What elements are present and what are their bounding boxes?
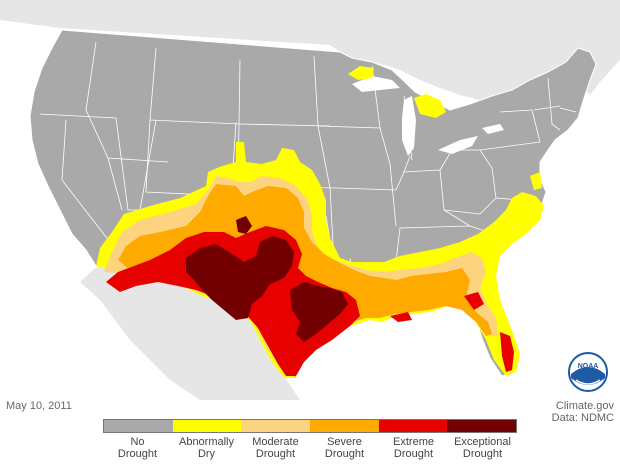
legend-label-line: Drought <box>255 448 296 460</box>
legend-swatch-no-drought <box>104 420 173 432</box>
legend-label-line: Severe <box>327 436 362 448</box>
drought-d4-exceptional <box>186 216 348 342</box>
drought-map: NOAA <box>0 0 620 400</box>
map-date: May 10, 2011 <box>6 400 72 412</box>
source-credit: Climate.gov <box>555 400 614 412</box>
legend-label-line: Dry <box>197 448 216 460</box>
noaa-logo: NOAA <box>568 352 608 392</box>
noaa-logo-text: NOAA <box>578 363 599 370</box>
legend-swatch-moderate-drought <box>241 420 311 432</box>
legend-label-exceptional-drought: Exceptional Drought <box>448 436 517 460</box>
canada-landmass <box>0 0 620 100</box>
legend-label-severe-drought: Severe Drought <box>310 436 379 460</box>
legend-label-extreme-drought: Extreme Drought <box>379 436 448 460</box>
legend-swatch-abnormally-dry <box>172 420 242 432</box>
legend-labels: No Drought Abnormally Dry Moderate Droug… <box>103 436 517 460</box>
legend-label-line: Exceptional <box>454 436 511 448</box>
legend-color-bar <box>103 419 517 433</box>
data-credit: Data: NDMC <box>551 412 614 424</box>
legend-label-line: Moderate <box>252 436 299 448</box>
legend-label-line: Drought <box>393 448 434 460</box>
legend-label-line: Abnormally <box>178 436 235 448</box>
legend-label-line: Drought <box>117 448 158 460</box>
credit-block: Climate.gov Data: NDMC <box>552 400 614 424</box>
legend-label-line: Drought <box>462 448 503 460</box>
legend-label-line: Extreme <box>393 436 434 448</box>
legend-label-line: Drought <box>324 448 365 460</box>
legend-swatch-extreme-drought <box>378 420 448 432</box>
legend-label-no-drought: No Drought <box>103 436 172 460</box>
legend-label-abnormally-dry: Abnormally Dry <box>172 436 241 460</box>
mexico-landmass <box>80 262 300 400</box>
legend-label-line: No <box>130 436 145 448</box>
legend-swatch-exceptional-drought <box>447 420 517 432</box>
legend-label-moderate-drought: Moderate Drought <box>241 436 310 460</box>
legend-swatch-severe-drought <box>310 420 379 432</box>
